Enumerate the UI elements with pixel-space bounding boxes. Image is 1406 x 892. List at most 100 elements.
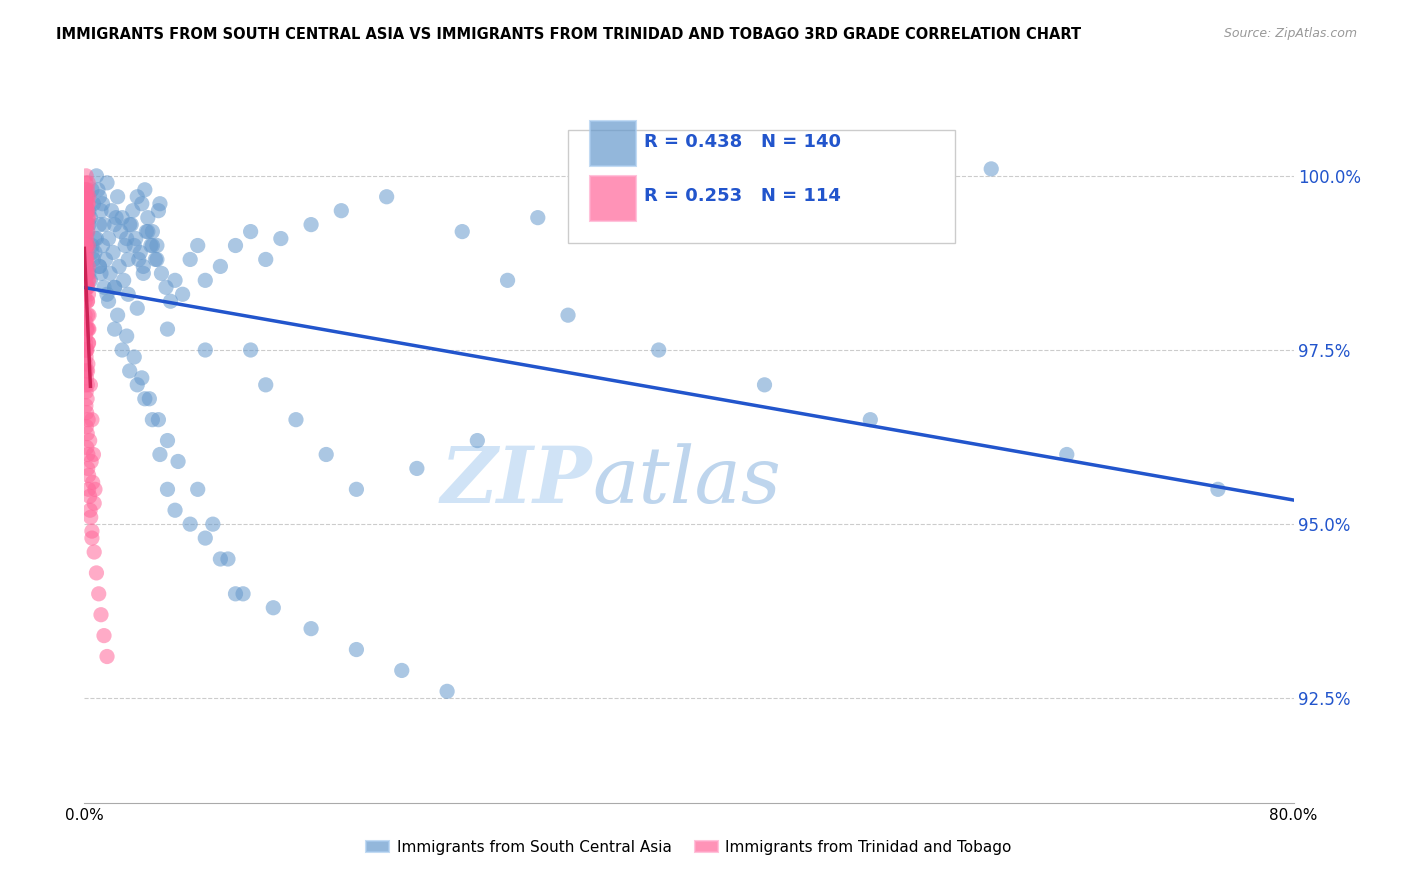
Point (75, 196, 97, 211)
Point (75, 322, 97, 336)
Point (187, 238, 209, 252)
Point (127, 377, 149, 392)
Point (299, 218, 322, 232)
Point (75, 196, 97, 211)
Point (76, 196, 98, 211)
Point (87, 587, 110, 601)
Point (77, 336, 100, 351)
Point (76, 426, 98, 441)
Point (80, 238, 103, 252)
Point (146, 238, 169, 252)
Point (75, 419, 97, 434)
Point (77, 468, 100, 483)
Point (79, 273, 101, 287)
Point (77, 238, 100, 252)
Point (79, 489, 101, 503)
Point (97, 294, 120, 309)
Point (94, 252, 117, 267)
Point (76, 280, 98, 294)
Point (1056, 448, 1078, 462)
Point (75, 260, 97, 274)
Point (75, 238, 97, 252)
Point (132, 260, 155, 274)
Point (83, 545, 105, 559)
Point (75, 218, 97, 232)
Point (79, 503, 101, 517)
Point (128, 252, 150, 267)
Point (75, 196, 97, 211)
Point (346, 483, 368, 497)
Point (122, 238, 145, 252)
Point (76, 225, 98, 239)
Point (76, 238, 98, 252)
Point (76, 364, 98, 378)
Point (232, 587, 254, 601)
Point (194, 531, 217, 545)
Point (76, 357, 98, 371)
Point (149, 196, 172, 211)
Point (167, 454, 190, 468)
Point (141, 238, 163, 252)
FancyBboxPatch shape (568, 130, 955, 244)
Point (754, 377, 776, 392)
Point (77, 412, 100, 426)
Point (122, 350, 145, 364)
Point (76, 183, 98, 197)
Point (496, 273, 519, 287)
Point (76, 190, 98, 204)
Point (129, 245, 152, 260)
Point (111, 343, 134, 357)
Point (451, 225, 474, 239)
Point (391, 664, 413, 678)
Point (77, 287, 100, 301)
Point (136, 225, 159, 239)
Point (1206, 483, 1229, 497)
Text: R = 0.253   N = 114: R = 0.253 N = 114 (644, 186, 841, 204)
Point (209, 552, 232, 566)
Point (75, 252, 97, 267)
Point (136, 211, 159, 225)
Point (75, 252, 97, 267)
Point (96, 649, 118, 664)
Point (77, 203, 100, 218)
Point (75, 252, 97, 267)
Point (299, 622, 322, 636)
Point (346, 642, 368, 657)
FancyBboxPatch shape (589, 121, 636, 167)
Point (209, 260, 232, 274)
Point (77, 483, 100, 497)
Point (75, 225, 97, 239)
Point (270, 231, 292, 245)
Point (114, 238, 136, 252)
Point (115, 231, 138, 245)
Point (117, 287, 139, 301)
Point (80, 510, 103, 524)
Point (77, 273, 100, 287)
Point (75, 252, 97, 267)
Point (150, 266, 173, 280)
Point (75, 350, 97, 364)
Point (75, 238, 97, 252)
Point (75, 176, 97, 190)
Point (76, 211, 98, 225)
Point (145, 252, 167, 267)
Point (648, 343, 671, 357)
Point (225, 238, 247, 252)
Point (76, 294, 98, 309)
Point (75, 377, 97, 392)
Point (77, 322, 100, 336)
Point (117, 252, 139, 267)
Text: R = 0.438   N = 140: R = 0.438 N = 140 (644, 133, 841, 151)
Point (73, 343, 96, 357)
Point (75, 183, 97, 197)
Point (107, 190, 129, 204)
Point (79, 434, 101, 448)
Point (98, 266, 121, 280)
FancyBboxPatch shape (589, 176, 636, 221)
Point (375, 190, 398, 204)
Point (156, 483, 179, 497)
Point (84, 483, 107, 497)
Text: IMMIGRANTS FROM SOUTH CENTRAL ASIA VS IMMIGRANTS FROM TRINIDAD AND TOBAGO 3RD GR: IMMIGRANTS FROM SOUTH CENTRAL ASIA VS IM… (56, 27, 1081, 42)
Point (75, 308, 97, 322)
Point (76, 461, 98, 475)
